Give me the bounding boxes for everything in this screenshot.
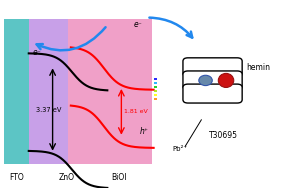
Text: hemin: hemin [246, 63, 270, 72]
Ellipse shape [218, 73, 234, 88]
Text: BiOI: BiOI [111, 173, 126, 182]
FancyArrowPatch shape [149, 18, 192, 38]
Text: FTO: FTO [9, 173, 23, 182]
Text: Pb²⁺: Pb²⁺ [173, 146, 188, 152]
Text: T30695: T30695 [209, 131, 238, 140]
Ellipse shape [199, 75, 212, 86]
Text: h⁺: h⁺ [140, 127, 148, 136]
Text: ZnO: ZnO [59, 173, 75, 182]
FancyBboxPatch shape [183, 58, 242, 77]
FancyBboxPatch shape [183, 71, 242, 90]
Text: e⁻: e⁻ [33, 48, 42, 57]
Bar [3, 19, 29, 164]
FancyArrowPatch shape [37, 27, 105, 50]
Text: 1.81 eV: 1.81 eV [124, 109, 148, 114]
Text: 3.37 eV: 3.37 eV [36, 107, 61, 112]
FancyBboxPatch shape [183, 84, 242, 103]
Bar [68, 19, 152, 164]
Bar [29, 19, 105, 164]
Text: e⁻: e⁻ [134, 20, 143, 29]
